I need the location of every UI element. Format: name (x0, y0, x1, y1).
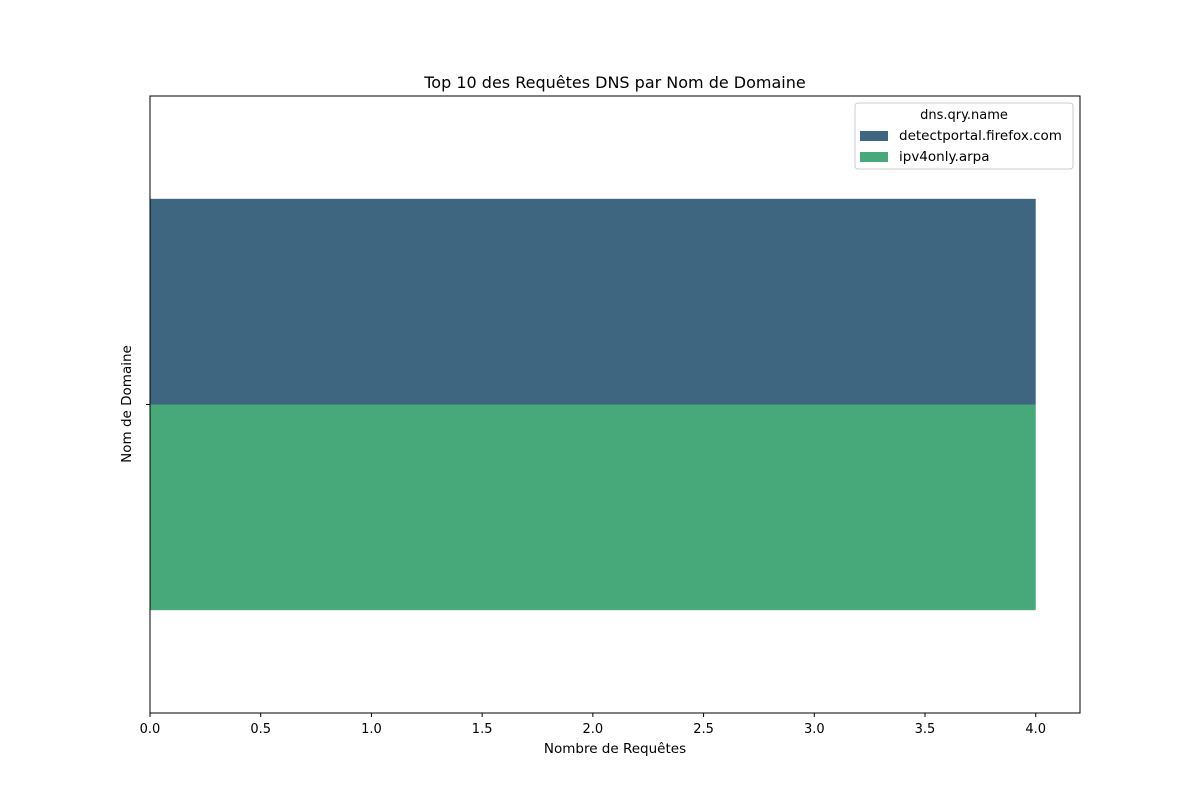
bar-ipv4only-arpa (150, 404, 1036, 611)
x-tick-label: 3.5 (915, 722, 936, 737)
legend-title: dns.qry.name (920, 108, 1008, 123)
chart-title: Top 10 des Requêtes DNS par Nom de Domai… (423, 73, 805, 92)
x-tick-label: 3.0 (804, 722, 825, 737)
legend-label: ipv4only.arpa (899, 149, 990, 165)
x-tick-label: 4.0 (1025, 722, 1046, 737)
x-tick-label: 2.5 (693, 722, 714, 737)
x-tick-label: 2.0 (583, 722, 604, 737)
x-tick-label: 1.5 (472, 722, 493, 737)
legend: dns.qry.name detectportal.firefox.com ipv… (854, 102, 1074, 170)
legend-swatch (860, 131, 888, 141)
legend-swatch (860, 152, 888, 162)
legend-box (854, 102, 1074, 170)
bars-group (150, 198, 1036, 611)
x-tick-label: 1.0 (361, 722, 382, 737)
x-tick-label: 0.5 (250, 722, 271, 737)
x-axis-label: Nombre de Requêtes (544, 741, 686, 757)
x-tick-label: 0.0 (140, 722, 161, 737)
legend-label: detectportal.firefox.com (899, 128, 1062, 144)
legend-entries: detectportal.firefox.com ipv4only.arpa (860, 128, 1062, 165)
bar-detectportal-firefox-com (150, 198, 1036, 405)
x-axis-ticks: 0.0 0.5 1.0 1.5 2.0 2.5 3.0 3.5 4.0 (140, 713, 1046, 737)
y-axis-label: Nom de Domaine (119, 345, 135, 463)
